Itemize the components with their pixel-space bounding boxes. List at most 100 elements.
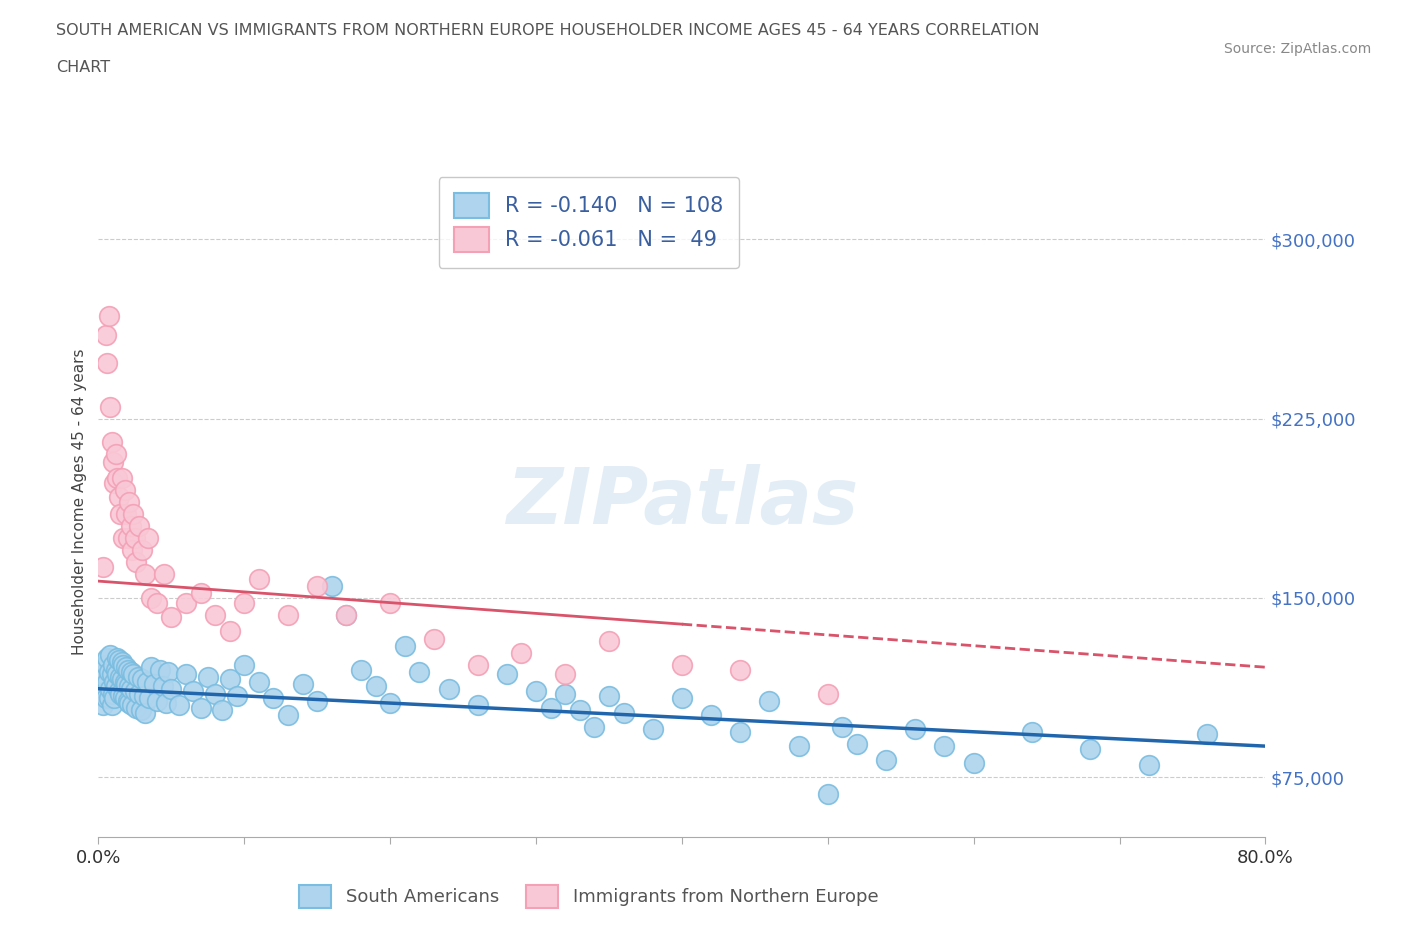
Point bbox=[321, 578, 343, 593]
Point bbox=[174, 595, 197, 610]
Point bbox=[671, 658, 693, 672]
Point bbox=[129, 703, 152, 718]
Point bbox=[100, 698, 122, 713]
Text: ZIPatlas: ZIPatlas bbox=[506, 464, 858, 540]
Point bbox=[204, 686, 226, 701]
Point bbox=[117, 531, 139, 546]
Point bbox=[568, 703, 591, 718]
Point bbox=[510, 645, 533, 660]
Point bbox=[96, 356, 118, 371]
Point bbox=[700, 708, 723, 723]
Point bbox=[131, 542, 153, 557]
Point bbox=[247, 674, 270, 689]
Point bbox=[105, 650, 128, 665]
Point bbox=[139, 659, 162, 674]
Point bbox=[110, 670, 132, 684]
Point bbox=[467, 698, 489, 713]
Point bbox=[671, 691, 693, 706]
Point bbox=[93, 667, 115, 682]
Point bbox=[350, 662, 373, 677]
Point bbox=[128, 519, 150, 534]
Point bbox=[904, 722, 927, 737]
Point bbox=[94, 658, 117, 672]
Point bbox=[97, 691, 120, 706]
Point bbox=[233, 658, 256, 672]
Point bbox=[277, 607, 299, 622]
Point bbox=[233, 595, 256, 610]
Point bbox=[554, 686, 576, 701]
Point bbox=[98, 682, 121, 697]
Point bbox=[91, 698, 114, 713]
Point bbox=[127, 670, 149, 684]
Point bbox=[204, 607, 226, 622]
Point bbox=[495, 667, 517, 682]
Point bbox=[114, 674, 136, 689]
Point bbox=[875, 753, 897, 768]
Point bbox=[101, 686, 124, 701]
Point bbox=[307, 578, 329, 593]
Point bbox=[378, 696, 402, 711]
Point bbox=[100, 435, 122, 450]
Point bbox=[115, 676, 138, 691]
Point bbox=[121, 698, 143, 713]
Point bbox=[540, 700, 562, 715]
Point bbox=[262, 691, 284, 706]
Legend: South Americans, Immigrants from Northern Europe: South Americans, Immigrants from Norther… bbox=[291, 877, 886, 915]
Point bbox=[817, 686, 839, 701]
Point bbox=[115, 659, 138, 674]
Point bbox=[105, 471, 128, 485]
Point bbox=[134, 566, 156, 581]
Point bbox=[1080, 741, 1102, 756]
Point bbox=[934, 738, 956, 753]
Point bbox=[152, 679, 174, 694]
Point bbox=[524, 684, 547, 698]
Point bbox=[94, 327, 117, 342]
Point bbox=[104, 447, 127, 462]
Point bbox=[96, 674, 118, 689]
Point bbox=[96, 650, 118, 665]
Point bbox=[90, 686, 112, 701]
Point bbox=[190, 586, 212, 601]
Point bbox=[554, 667, 576, 682]
Point bbox=[111, 655, 134, 670]
Point bbox=[124, 684, 146, 698]
Point bbox=[131, 671, 153, 686]
Point bbox=[120, 682, 142, 697]
Point bbox=[787, 738, 810, 753]
Point bbox=[218, 671, 240, 686]
Point bbox=[112, 658, 135, 672]
Point bbox=[114, 483, 136, 498]
Point bbox=[467, 658, 489, 672]
Point bbox=[157, 665, 180, 680]
Point bbox=[118, 679, 141, 694]
Point bbox=[98, 399, 121, 414]
Point bbox=[307, 693, 329, 708]
Point bbox=[423, 631, 446, 646]
Point bbox=[598, 633, 620, 648]
Point bbox=[831, 720, 853, 735]
Point bbox=[110, 507, 132, 522]
Point bbox=[98, 648, 121, 663]
Point bbox=[103, 691, 125, 706]
Point bbox=[845, 737, 868, 751]
Point bbox=[146, 595, 169, 610]
Point bbox=[817, 787, 839, 802]
Point bbox=[135, 674, 157, 689]
Point bbox=[136, 531, 159, 546]
Point bbox=[146, 693, 169, 708]
Point bbox=[101, 454, 124, 469]
Point bbox=[1021, 724, 1043, 739]
Point bbox=[174, 667, 197, 682]
Point bbox=[218, 624, 240, 639]
Point bbox=[167, 698, 190, 713]
Text: Source: ZipAtlas.com: Source: ZipAtlas.com bbox=[1223, 42, 1371, 56]
Point bbox=[97, 665, 120, 680]
Text: SOUTH AMERICAN VS IMMIGRANTS FROM NORTHERN EUROPE HOUSEHOLDER INCOME AGES 45 - 6: SOUTH AMERICAN VS IMMIGRANTS FROM NORTHE… bbox=[56, 23, 1040, 38]
Point bbox=[728, 662, 751, 677]
Point bbox=[122, 667, 145, 682]
Point bbox=[155, 696, 177, 711]
Point bbox=[139, 591, 162, 605]
Point bbox=[112, 531, 135, 546]
Point bbox=[190, 700, 212, 715]
Point bbox=[277, 708, 299, 723]
